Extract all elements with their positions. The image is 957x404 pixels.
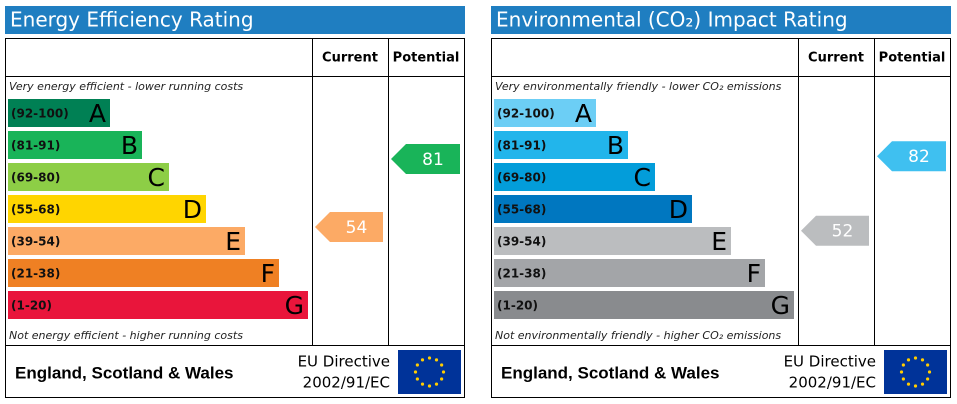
band [8, 291, 308, 319]
band-label: (1-20) [497, 299, 538, 313]
band-letter: D [669, 195, 688, 224]
band-label: (81-91) [497, 139, 546, 153]
band [8, 227, 245, 255]
rating-arrow [877, 141, 946, 172]
eu-star [926, 363, 930, 367]
band-label: (69-80) [11, 171, 60, 185]
eu-star [420, 382, 425, 386]
rating-value: 81 [422, 150, 444, 170]
band-label: (21-38) [497, 267, 546, 281]
band-letter: B [121, 131, 138, 160]
eu-star [441, 370, 446, 374]
band [494, 195, 692, 223]
band-letter: A [575, 99, 592, 128]
band-label: (81-91) [11, 139, 60, 153]
band [494, 99, 596, 127]
title-bar [491, 6, 951, 34]
band-label: (39-54) [497, 235, 546, 249]
eu-star [906, 382, 911, 386]
frame [5, 38, 465, 398]
band [8, 163, 169, 191]
frame [491, 38, 951, 398]
rating-arrow [315, 212, 383, 242]
panel-title: Environmental (CO₂) Impact Rating [496, 8, 848, 32]
band-letter: G [771, 291, 790, 320]
band-letter: E [711, 227, 727, 256]
eu-star [420, 358, 425, 362]
column-header: Current [808, 51, 864, 66]
band-label: (55-68) [497, 203, 546, 217]
directive: 2002/91/EC [303, 374, 390, 392]
eu-star [901, 363, 905, 367]
eu-star [415, 377, 419, 381]
eu-star [413, 370, 418, 374]
rating-arrow [801, 215, 869, 246]
top-note: Very environmentally friendly - lower CO… [495, 80, 782, 93]
eu-star [913, 356, 918, 360]
band-letter: A [89, 99, 106, 128]
band-label: (21-38) [11, 267, 60, 281]
title-bar [5, 6, 465, 34]
band [8, 259, 279, 287]
band-letter: F [747, 259, 761, 288]
directive: EU Directive [784, 353, 876, 371]
band [494, 291, 794, 319]
rating-value: 82 [908, 147, 930, 167]
band-letter: D [183, 195, 202, 224]
band-label: (92-100) [497, 107, 555, 121]
epc-panel: Environmental (CO₂) Impact Rating Current… [491, 6, 951, 398]
bottom-note: Not energy efficient - higher running co… [9, 329, 243, 342]
band-letter: F [261, 259, 275, 288]
region: England, Scotland & Wales [501, 363, 720, 382]
band [8, 99, 110, 127]
eu-star [920, 358, 925, 362]
band-letter: G [285, 291, 304, 320]
band-label: (92-100) [11, 107, 69, 121]
rating-arrow [391, 144, 460, 174]
band [494, 259, 765, 287]
eu-star [440, 363, 444, 367]
panel-title: Energy Efficiency Rating [10, 8, 254, 32]
eu-star [927, 370, 932, 374]
epc-panel: Energy Efficiency Rating Current Potential… [5, 6, 465, 398]
band-label: (55-68) [11, 203, 60, 217]
band [8, 131, 142, 159]
eu-star [901, 377, 905, 381]
column-header: Potential [879, 51, 946, 66]
eu-star [899, 370, 904, 374]
eu-star [913, 384, 918, 388]
eu-star [906, 358, 911, 362]
band [494, 227, 731, 255]
bottom-note: Not environmentally friendly - higher CO… [495, 329, 781, 342]
directive: 2002/91/EC [789, 374, 876, 392]
eu-star [427, 384, 432, 388]
rating-value: 52 [832, 222, 854, 242]
eu-star [926, 377, 930, 381]
band-letter: B [607, 131, 624, 160]
eu-star [427, 356, 432, 360]
eu-star [415, 363, 419, 367]
band-letter: C [148, 163, 165, 192]
rating-value: 54 [346, 218, 368, 238]
top-note: Very energy efficient - lower running co… [9, 80, 243, 93]
band-letter: E [225, 227, 241, 256]
eu-star [434, 358, 439, 362]
band-label: (69-80) [497, 171, 546, 185]
region: England, Scotland & Wales [15, 363, 234, 382]
eu-star [440, 377, 444, 381]
band [494, 163, 655, 191]
band-letter: C [634, 163, 651, 192]
eu-star [920, 382, 925, 386]
column-header: Current [322, 51, 378, 66]
band-label: (39-54) [11, 235, 60, 249]
band [8, 195, 206, 223]
eu-star [434, 382, 439, 386]
directive: EU Directive [298, 353, 390, 371]
column-header: Potential [393, 51, 460, 66]
band-label: (1-20) [11, 299, 52, 313]
band [494, 131, 628, 159]
